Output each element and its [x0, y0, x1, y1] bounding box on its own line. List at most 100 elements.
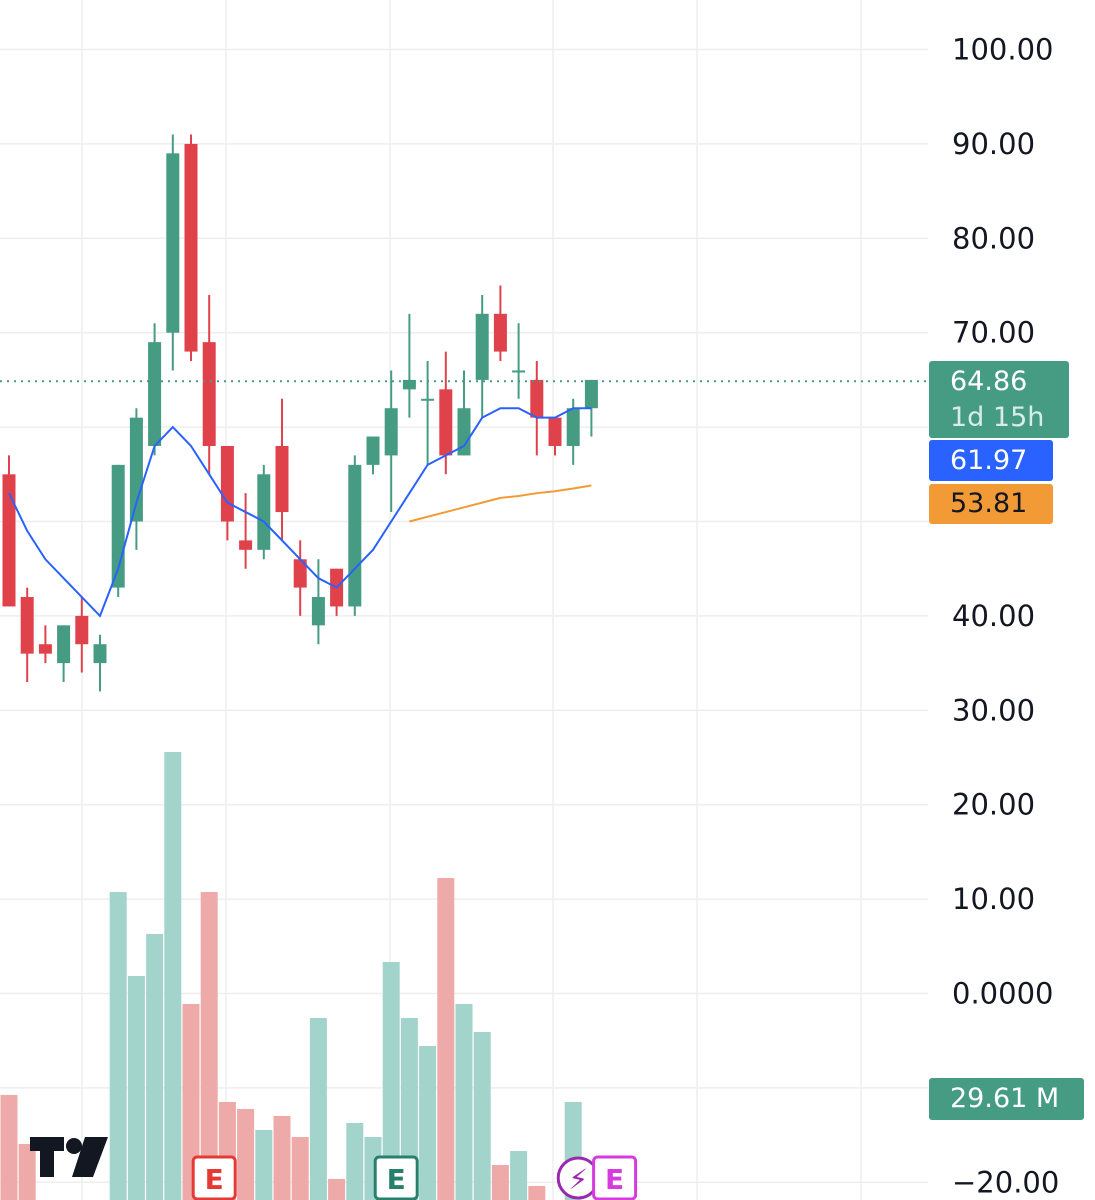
candle-body [38, 644, 52, 654]
y-tick-label: 10.00 [952, 882, 1035, 916]
volume-bar [455, 1004, 473, 1200]
candle [384, 370, 398, 513]
candle-body [457, 408, 471, 456]
ma-slow-line [409, 484, 592, 523]
y-tick-label: 100.00 [952, 33, 1053, 67]
volume-bar [273, 1116, 291, 1200]
candle [166, 134, 180, 371]
y-tick-label: 90.00 [952, 127, 1035, 161]
candle-body [348, 464, 362, 607]
candle-body [220, 445, 234, 522]
candle [239, 493, 253, 569]
candle-body [421, 398, 435, 401]
candle [421, 361, 435, 465]
candle-body [439, 389, 453, 456]
volume-bar [309, 1018, 327, 1200]
candle-body [2, 474, 16, 607]
candle-body [75, 615, 89, 645]
y-tick-label: −20.00 [952, 1165, 1059, 1199]
last-price-tag: 64.86 1d 15h [929, 361, 1069, 438]
event-markers[interactable]: E E ⚡ E [191, 1155, 638, 1200]
candle-body [293, 559, 307, 588]
volume-bar [382, 962, 400, 1200]
volume-bar [182, 1004, 200, 1200]
volume-tag: 29.61 M [929, 1078, 1084, 1120]
y-tick-label: 40.00 [952, 599, 1035, 633]
candle [57, 625, 71, 682]
candle-body [57, 625, 71, 664]
volume-bars [0, 752, 582, 1200]
y-tick-label: 0.0000 [952, 977, 1053, 1011]
earnings-marker[interactable]: E [373, 1155, 419, 1200]
ma-fast-line [8, 407, 592, 618]
candle [202, 294, 216, 475]
candle-body [512, 370, 526, 373]
moving-averages [8, 407, 592, 618]
volume-bar [419, 1046, 437, 1200]
candle [548, 417, 562, 456]
candle-body [493, 313, 507, 352]
y-tick-label: 30.00 [952, 693, 1035, 727]
candle-body [311, 597, 325, 626]
volume-bar [473, 1032, 491, 1200]
candle-body [475, 313, 489, 380]
volume-bar [291, 1137, 309, 1200]
volume-bar [528, 1186, 546, 1200]
candle [330, 568, 344, 616]
candle-body [166, 153, 180, 333]
candle [184, 134, 198, 362]
marker-label: E [205, 1163, 224, 1196]
candle [148, 323, 162, 456]
tradingview-logo [30, 1137, 108, 1177]
earnings-marker-box [592, 1155, 638, 1200]
candle-body [257, 474, 271, 550]
marker-label: E [387, 1163, 406, 1196]
candle-body [20, 597, 34, 654]
volume-bar [437, 878, 455, 1200]
volume-bar [127, 976, 145, 1200]
y-tick-label: 70.00 [952, 316, 1035, 350]
volume-bar [200, 892, 218, 1200]
volume-bar [0, 1095, 18, 1200]
earnings-marker[interactable]: E [191, 1155, 237, 1200]
candle-body [239, 540, 253, 550]
ma-fast-tag: 61.97 [929, 440, 1053, 481]
candle [129, 408, 143, 550]
earnings-marker-box [373, 1155, 419, 1200]
marker-label: E [605, 1163, 624, 1196]
volume-bar [400, 1018, 418, 1200]
candle [2, 455, 16, 607]
candle-body [402, 379, 416, 390]
candle [457, 370, 471, 456]
flash-marker[interactable]: ⚡ [556, 1156, 600, 1200]
candle [311, 559, 325, 645]
candles [2, 134, 598, 692]
volume-bar [328, 1179, 346, 1200]
candle-body [275, 445, 289, 513]
candle [111, 464, 125, 598]
candle-body [584, 379, 598, 409]
volume-bar [510, 1151, 528, 1200]
candle-body [530, 379, 544, 418]
candle-body [202, 342, 216, 446]
bar-countdown: 1d 15h [950, 402, 1045, 433]
candle-body [148, 342, 162, 446]
marker-label: ⚡ [568, 1163, 588, 1196]
candle [348, 455, 362, 616]
earnings-marker[interactable]: E [592, 1155, 638, 1200]
candle [512, 323, 526, 399]
candle [402, 313, 416, 418]
candle [93, 634, 107, 692]
candle [475, 294, 489, 418]
candle [439, 351, 453, 475]
y-axis: 100.00 90.00 80.00 70.00 40.00 30.00 20.00 10.0… [952, 33, 1059, 1200]
candle [38, 625, 52, 664]
volume-bar [237, 1109, 255, 1200]
candle [493, 285, 507, 362]
y-tick-label: 20.00 [952, 788, 1035, 822]
volume-bar [18, 1144, 36, 1200]
candle [75, 597, 89, 673]
candle-body [366, 436, 380, 465]
volume-bar [346, 1123, 364, 1200]
